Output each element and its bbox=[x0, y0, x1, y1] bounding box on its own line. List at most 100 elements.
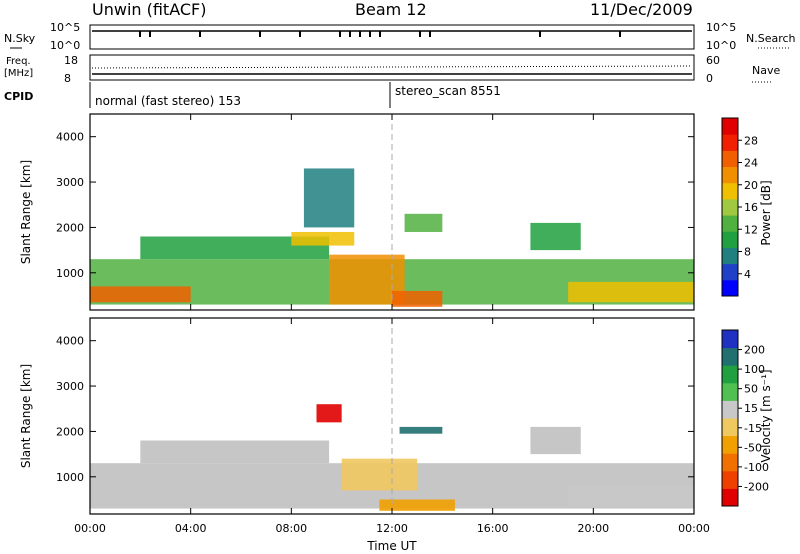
power-colorbar-swatch bbox=[722, 247, 738, 265]
power-ylabel: Slant Range [km] bbox=[19, 160, 33, 264]
velocity-colorbar-swatch bbox=[722, 382, 738, 401]
power-colorbar-swatch bbox=[722, 166, 738, 184]
xtick-label: 08:00 bbox=[275, 522, 307, 535]
power-panel: 1000 2000 3000 4000 Slant Range [km] bbox=[19, 113, 695, 311]
velocity-colorbar-swatch bbox=[722, 330, 738, 349]
ytick-label: 4000 bbox=[56, 335, 84, 348]
nsearch-tick-top: 10^5 bbox=[706, 21, 736, 34]
xtick-label: 00:00 bbox=[74, 522, 106, 535]
velocity-colorbar-tick-label: 100 bbox=[744, 363, 765, 376]
velocity-colorbar: -200 -100 -50 -15 15 50 100 200 bbox=[721, 329, 769, 507]
station-title: Unwin (fitACF) bbox=[92, 0, 206, 19]
velocity-colorbar-tick-label: 50 bbox=[744, 383, 758, 396]
power-colorbar-swatch bbox=[722, 150, 738, 168]
velocity-colorbar-tick-label: 15 bbox=[744, 402, 758, 415]
power-region-5 bbox=[303, 168, 355, 228]
velocity-region-5 bbox=[399, 426, 443, 434]
ytick-label: 1000 bbox=[56, 267, 84, 280]
power-colorbar-swatch bbox=[722, 182, 738, 200]
velocity-region-3 bbox=[379, 499, 455, 511]
power-colorbar-tick-label: 12 bbox=[744, 223, 758, 236]
power-region-8 bbox=[90, 286, 191, 303]
velocity-region-6 bbox=[530, 426, 581, 455]
velocity-colorbar-tick-label: -15 bbox=[744, 422, 762, 435]
ytick-label: 3000 bbox=[56, 380, 84, 393]
ytick-label: 3000 bbox=[56, 176, 84, 189]
ytick-label: 2000 bbox=[56, 221, 84, 234]
xtick-label: 04:00 bbox=[175, 522, 207, 535]
velocity-ylabel: Slant Range [km] bbox=[19, 364, 33, 468]
power-yaxis: 1000 2000 3000 4000 bbox=[56, 131, 694, 280]
power-colorbar-swatch bbox=[722, 134, 738, 151]
velocity-colorbar-tick-label: -50 bbox=[744, 441, 762, 454]
ytick-label: 4000 bbox=[56, 131, 84, 144]
velocity-region-7 bbox=[568, 485, 694, 507]
velocity-colorbar-frame bbox=[721, 329, 739, 507]
velocity-data bbox=[90, 404, 694, 511]
power-colorbar-swatch bbox=[722, 231, 738, 248]
ytick-label: 1000 bbox=[56, 471, 84, 484]
cpid-label: CPID bbox=[4, 90, 33, 103]
velocity-colorbar-label: Velocity [m s⁻¹] bbox=[759, 369, 773, 462]
velocity-colorbar-swatch bbox=[722, 470, 738, 489]
power-colorbar-label: Power [dB] bbox=[759, 180, 773, 245]
velocity-colorbar-tick-label: -200 bbox=[744, 480, 769, 493]
velocity-region-4 bbox=[316, 404, 342, 423]
freq-label: Freq. bbox=[6, 56, 31, 67]
freq-tick-bottom: 8 bbox=[64, 72, 71, 85]
freq-panel: Freq. [MHz] 18 8 60 0 Nave bbox=[4, 54, 780, 85]
power-colorbar-swatch bbox=[722, 263, 738, 281]
freq-unit: [MHz] bbox=[4, 68, 33, 79]
velocity-colorbar-swatch bbox=[722, 418, 738, 437]
power-region-6 bbox=[404, 213, 443, 232]
nsky-tick-bottom: 10^0 bbox=[50, 39, 80, 52]
power-colorbar: 4 8 12 16 20 24 28 bbox=[721, 117, 758, 297]
power-colorbar-swatch bbox=[722, 215, 738, 232]
power-region-4 bbox=[392, 290, 443, 307]
nsky-label: N.Sky bbox=[4, 32, 36, 45]
velocity-region-2 bbox=[341, 458, 418, 491]
xaxis-label: Time UT bbox=[366, 539, 417, 553]
power-colorbar-tick-label: 28 bbox=[744, 134, 758, 147]
power-region-2 bbox=[291, 231, 355, 246]
velocity-colorbar-tick-label: 200 bbox=[744, 344, 765, 357]
xtick-label: 16:00 bbox=[477, 522, 509, 535]
velocity-colorbar-swatch bbox=[722, 365, 738, 384]
power-region-1 bbox=[140, 236, 330, 260]
xtick-label: 00:00 bbox=[678, 522, 710, 535]
nave-trace bbox=[91, 65, 693, 69]
cpid-entry-1: normal (fast stereo) 153 bbox=[95, 94, 241, 108]
xtick-label: 20:00 bbox=[577, 522, 609, 535]
power-colorbar-tick-label: 24 bbox=[744, 157, 758, 170]
velocity-colorbar-swatch bbox=[722, 435, 738, 454]
nave-label: Nave bbox=[752, 64, 780, 77]
power-colorbar-swatch bbox=[722, 279, 738, 297]
nave-tick-bottom: 0 bbox=[706, 72, 713, 85]
velocity-colorbar-swatch bbox=[722, 347, 738, 366]
cpid-entry-2: stereo_scan 8551 bbox=[395, 84, 501, 98]
nsearch-label: N.Search bbox=[746, 32, 796, 45]
power-colorbar-tick-label: 16 bbox=[744, 201, 758, 214]
date-title: 11/Dec/2009 bbox=[590, 0, 693, 19]
freq-tick-top: 18 bbox=[64, 54, 78, 67]
velocity-colorbar-swatch bbox=[722, 488, 738, 507]
velocity-panel: 1000 2000 3000 4000 Slant Range [km] bbox=[19, 317, 695, 515]
velocity-colorbar-swatch bbox=[722, 453, 738, 472]
velocity-colorbar-tick-label: -100 bbox=[744, 461, 769, 474]
power-colorbar-swatch bbox=[722, 198, 738, 216]
ytick-label: 2000 bbox=[56, 425, 84, 438]
power-colorbar-swatch bbox=[722, 118, 738, 135]
nave-tick-top: 60 bbox=[706, 54, 720, 67]
power-region-9 bbox=[568, 281, 694, 303]
nsky-trace bbox=[92, 30, 692, 37]
power-colorbar-tick-label: 20 bbox=[744, 179, 758, 192]
velocity-region-1 bbox=[140, 440, 330, 464]
power-colorbar-tick-label: 4 bbox=[744, 268, 751, 281]
velocity-yaxis: 1000 2000 3000 4000 bbox=[56, 335, 694, 484]
nsearch-tick-bottom: 10^0 bbox=[706, 39, 736, 52]
time-axis: 00:00 04:00 08:00 12:00 16:00 20:00 00:00 bbox=[74, 114, 710, 535]
xtick-label: 12:00 bbox=[376, 522, 408, 535]
beam-title: Beam 12 bbox=[355, 0, 427, 19]
power-region-7 bbox=[530, 222, 581, 251]
